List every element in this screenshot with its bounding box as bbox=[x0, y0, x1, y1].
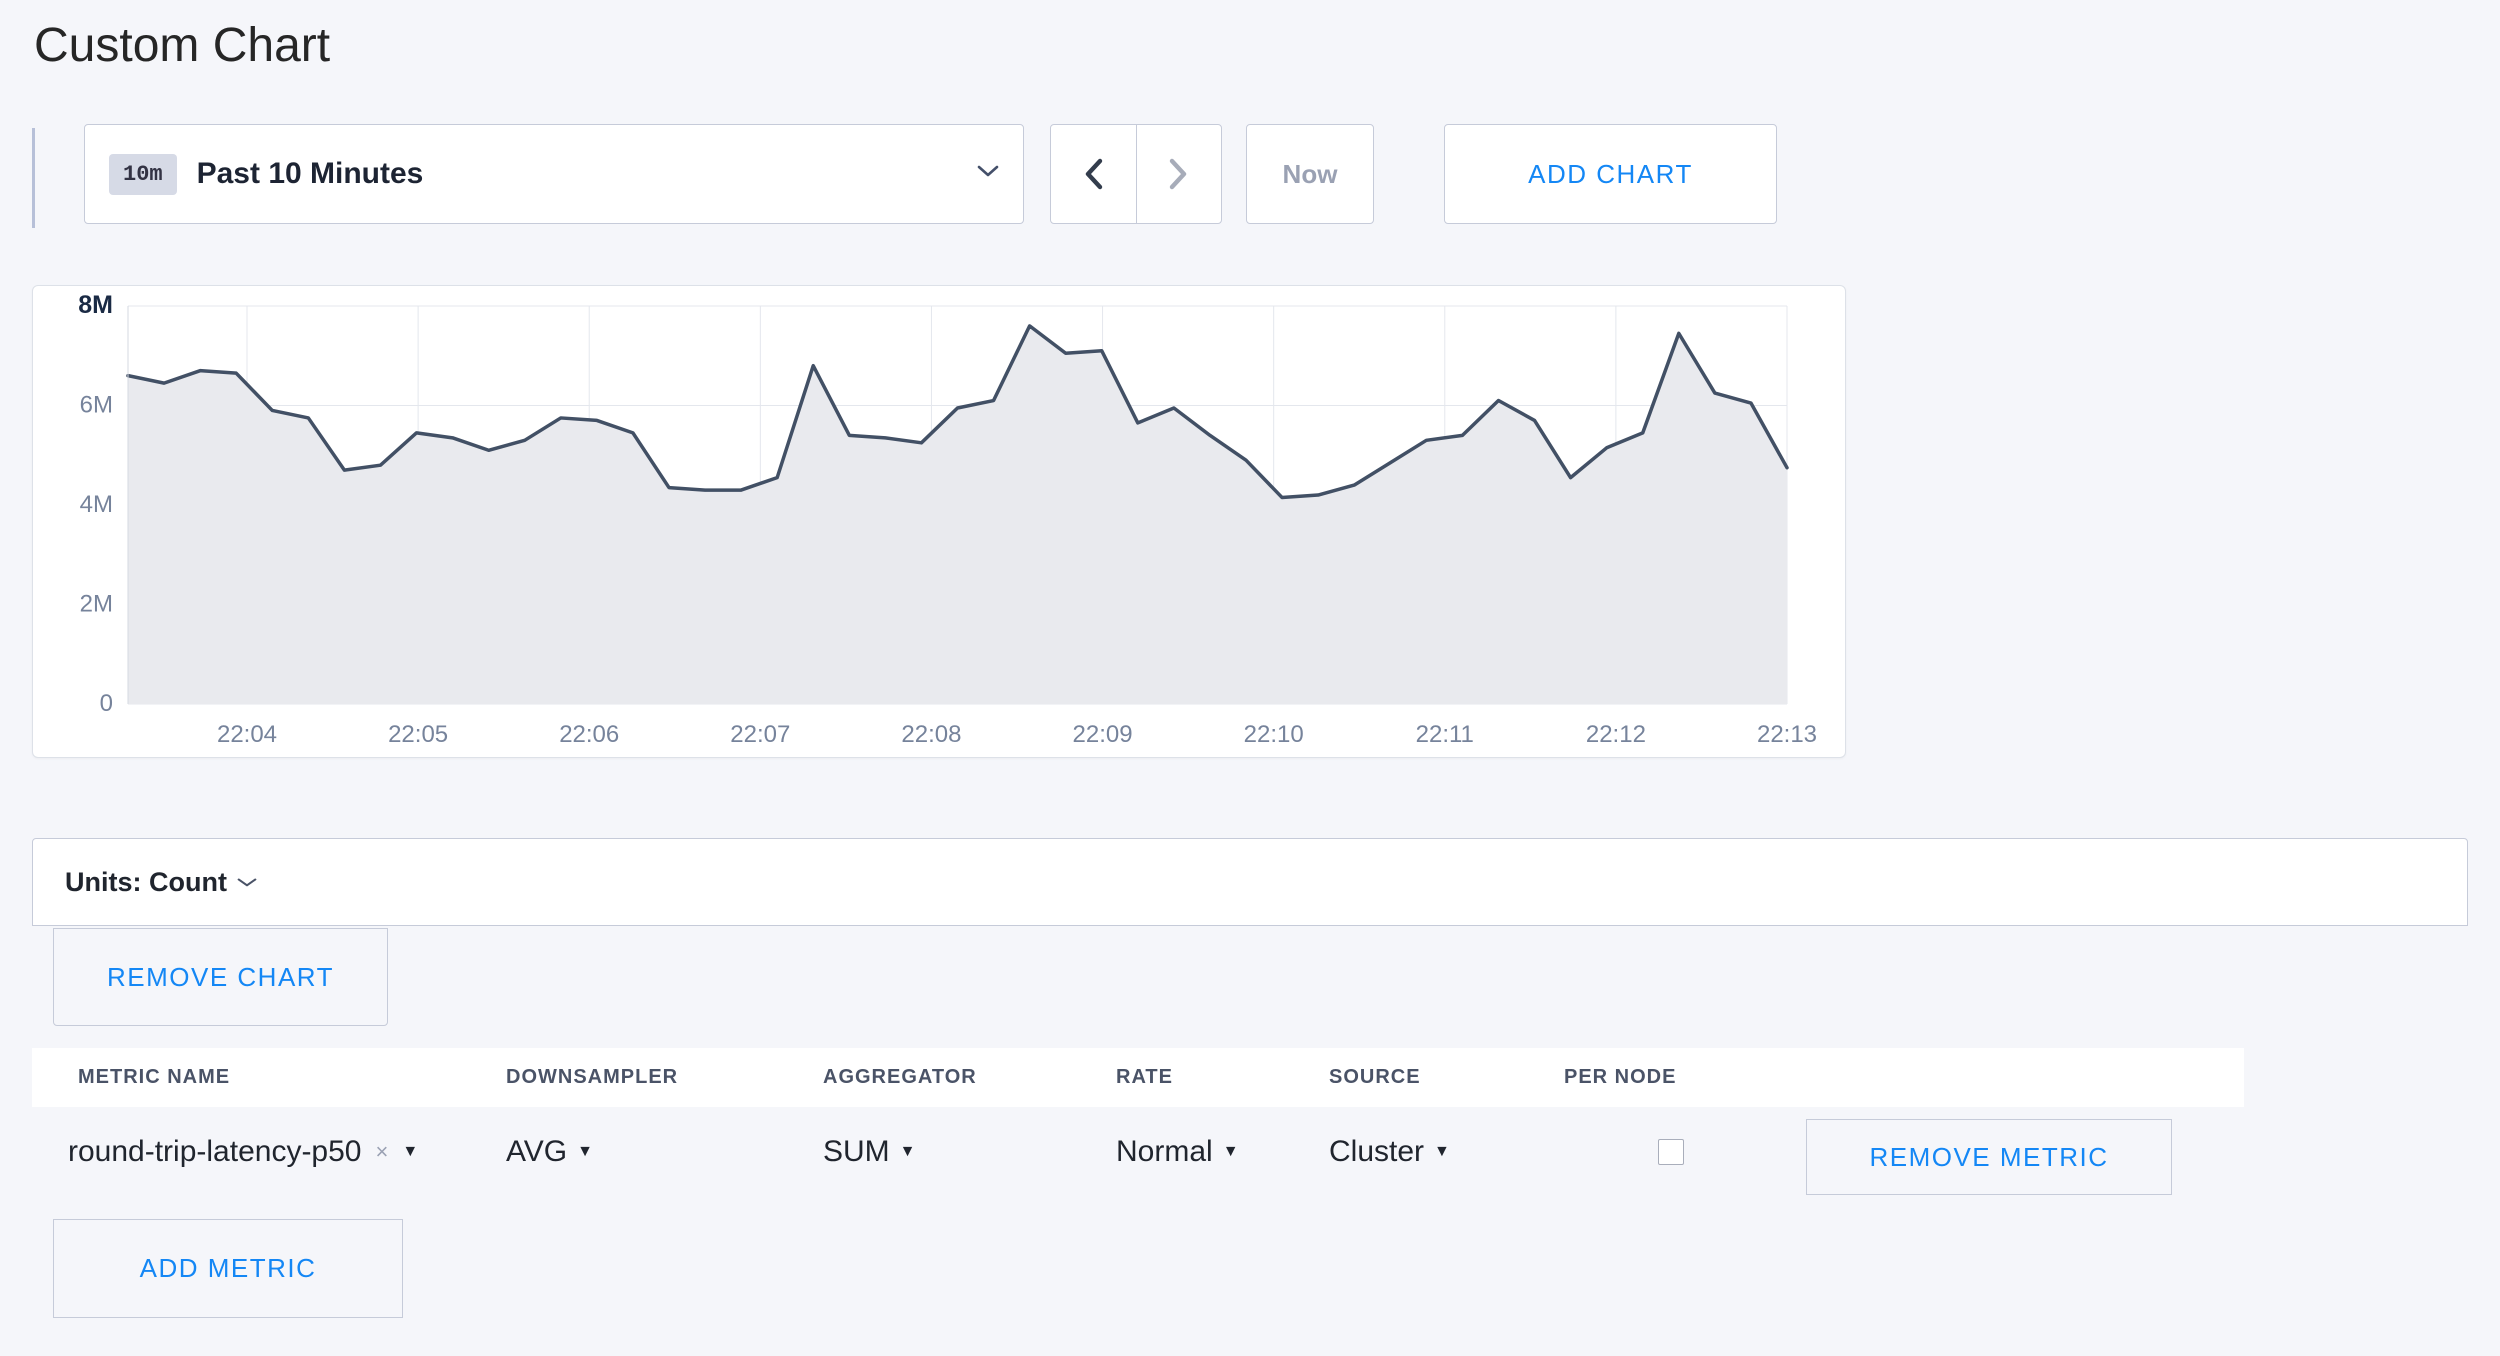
svg-text:22:04: 22:04 bbox=[217, 721, 277, 748]
svg-text:22:10: 22:10 bbox=[1244, 721, 1304, 748]
svg-text:22:07: 22:07 bbox=[730, 721, 790, 748]
svg-text:22:05: 22:05 bbox=[388, 721, 448, 748]
svg-text:6M: 6M bbox=[80, 392, 113, 419]
svg-text:22:13: 22:13 bbox=[1757, 721, 1817, 748]
svg-text:2M: 2M bbox=[80, 591, 113, 618]
svg-text:22:09: 22:09 bbox=[1073, 721, 1133, 748]
svg-text:22:12: 22:12 bbox=[1586, 721, 1646, 748]
svg-text:4M: 4M bbox=[80, 491, 113, 518]
svg-text:22:06: 22:06 bbox=[559, 721, 619, 748]
svg-text:8M: 8M bbox=[78, 291, 113, 319]
svg-text:0: 0 bbox=[100, 690, 113, 717]
svg-text:22:08: 22:08 bbox=[901, 721, 961, 748]
svg-text:22:11: 22:11 bbox=[1416, 721, 1474, 748]
